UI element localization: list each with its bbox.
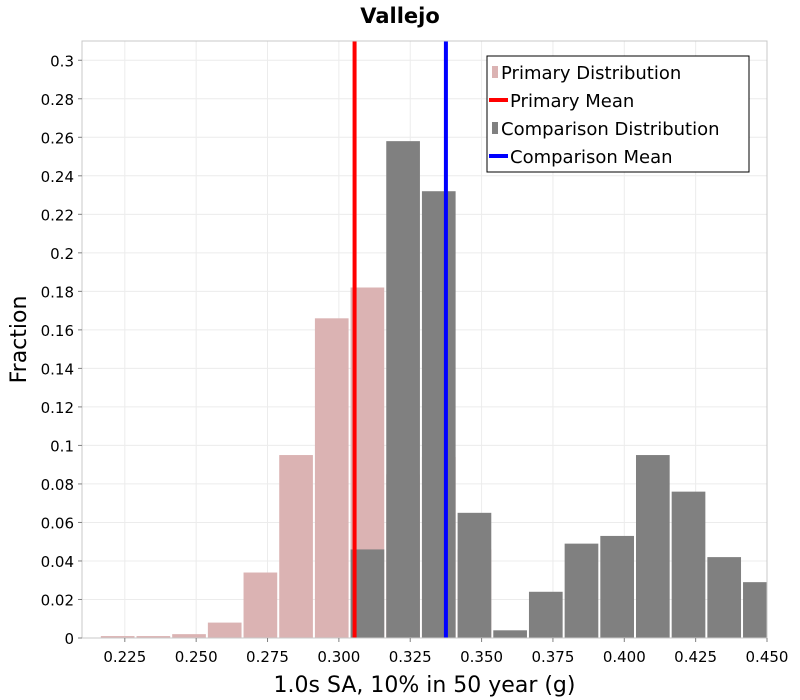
x-tick-label: 0.275 bbox=[246, 648, 289, 666]
legend-label: Comparison Distribution bbox=[501, 119, 720, 140]
y-tick-label: 0.28 bbox=[41, 91, 74, 109]
y-tick-label: 0.02 bbox=[41, 591, 74, 609]
legend-label: Comparison Mean bbox=[510, 147, 673, 168]
x-tick-label: 0.450 bbox=[746, 648, 789, 666]
legend-label: Primary Distribution bbox=[501, 63, 681, 84]
primary-distribution-bar bbox=[172, 634, 206, 638]
y-tick-label: 0.3 bbox=[50, 52, 74, 70]
x-tick-label: 0.350 bbox=[460, 648, 503, 666]
y-tick-label: 0.12 bbox=[41, 399, 74, 417]
x-tick-label: 0.325 bbox=[389, 648, 432, 666]
y-tick-label: 0.08 bbox=[41, 476, 74, 494]
comparison-distribution-bar bbox=[600, 535, 634, 638]
x-tick-label: 0.300 bbox=[317, 648, 360, 666]
comparison-distribution-bar bbox=[386, 141, 420, 638]
legend-label: Primary Mean bbox=[510, 91, 634, 112]
plot-border bbox=[81, 40, 768, 639]
comparison-distribution-bar bbox=[671, 491, 706, 638]
x-tick-label: 0.250 bbox=[175, 648, 218, 666]
y-tick-label: 0.16 bbox=[41, 322, 74, 340]
primary-distribution-bar bbox=[207, 622, 242, 638]
y-tick-label: 0.24 bbox=[41, 168, 74, 186]
y-tick-label: 0.18 bbox=[41, 283, 74, 301]
y-axis-label: Fraction bbox=[7, 296, 32, 384]
primary-distribution-bar bbox=[314, 318, 349, 638]
comparison-distribution-bar bbox=[707, 557, 742, 638]
legend: Primary Distribution Primary Mean Comparis… bbox=[486, 55, 750, 173]
comparison-distribution-bar bbox=[564, 543, 599, 638]
legend-box bbox=[486, 55, 750, 173]
y-tick-label: 0.04 bbox=[41, 553, 74, 571]
comparison-distribution-bars bbox=[350, 141, 767, 639]
comparison-distribution-bar bbox=[421, 191, 456, 639]
primary-distribution-bar bbox=[136, 636, 171, 638]
primary-distribution-bar bbox=[279, 455, 313, 638]
y-axis-ticks: 0 0.02 0.04 0.06 0.08 0.1 0.12 0.14 0.16 0.18 0.2 0… bbox=[41, 52, 82, 648]
x-tick-label: 0.225 bbox=[103, 648, 146, 666]
x-axis-ticks: 0.225 0.250 0.275 0.300 0.325 0.350 0.375 0.400… bbox=[103, 638, 788, 666]
primary-distribution-bar bbox=[100, 636, 135, 638]
mean-lines bbox=[352, 41, 448, 638]
x-tick-label: 0.425 bbox=[674, 648, 717, 666]
comparison-distribution-bar bbox=[493, 630, 527, 638]
y-tick-label: 0.06 bbox=[41, 514, 74, 532]
y-tick-label: 0.1 bbox=[50, 437, 74, 455]
chart-title: Vallejo bbox=[360, 4, 440, 28]
comparison-distribution-bar bbox=[743, 582, 767, 638]
y-tick-label: 0.26 bbox=[41, 129, 74, 147]
y-tick-label: 0 bbox=[64, 630, 74, 648]
comparison-distribution-bar bbox=[635, 455, 670, 638]
x-axis-label: 1.0s SA, 10% in 50 year (g) bbox=[274, 673, 576, 698]
y-tick-label: 0.22 bbox=[41, 206, 74, 224]
legend-swatch bbox=[492, 122, 498, 134]
comparison-distribution-bar bbox=[457, 512, 492, 638]
primary-distribution-bar bbox=[243, 572, 278, 638]
y-tick-label: 0.2 bbox=[50, 245, 74, 263]
comparison-distribution-bar bbox=[528, 591, 563, 638]
y-tick-label: 0.14 bbox=[41, 360, 74, 378]
x-tick-label: 0.400 bbox=[603, 648, 646, 666]
legend-swatch bbox=[492, 66, 498, 78]
x-tick-label: 0.375 bbox=[531, 648, 574, 666]
